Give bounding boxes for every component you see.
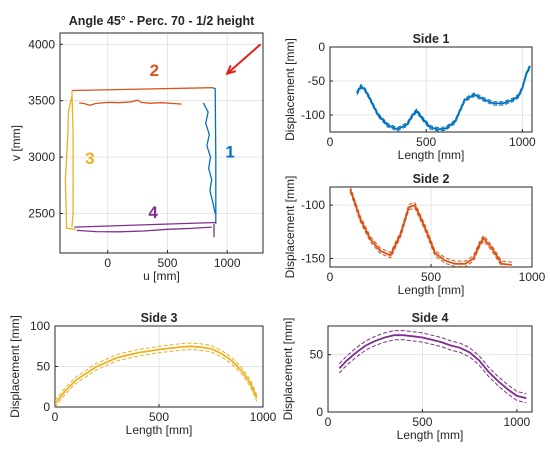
x-tick-label: 500 — [412, 415, 432, 429]
chart-side2: 0 500 1000 -150 -100 Side 2 Length [mm] Displac… — [283, 172, 546, 297]
series-line-orange — [79, 99, 182, 106]
x-tick-label: 1000 — [214, 256, 241, 270]
displacement-line — [349, 188, 512, 266]
upper-bound-line — [356, 64, 531, 129]
chart-title: Side 3 — [141, 311, 178, 325]
x-tick-label: 500 — [421, 270, 441, 284]
plot-area — [327, 325, 533, 413]
chart-side4: 0 500 1000 0 50 Side 4 Length [mm] Displacement… — [281, 311, 533, 442]
side-number-label: 2 — [150, 61, 159, 80]
y-tick-label: 3000 — [28, 150, 55, 164]
chart-side3: 0 500 1000 0 50 100 Side 3 Length [mm] Displacem… — [8, 311, 277, 437]
chart-title: Side 1 — [413, 32, 450, 46]
x-tick-label: 1000 — [509, 135, 536, 149]
series-line-yellow — [64, 96, 76, 230]
y-axis-label: Displacement [mm] — [283, 176, 297, 279]
x-tick-label: 500 — [149, 410, 169, 424]
upper-bound-line — [349, 187, 512, 263]
x-axis-label: Length [mm] — [126, 423, 193, 437]
direction-arrow-shaft — [226, 43, 262, 75]
displacement-line — [356, 65, 531, 131]
direction-arrow-head — [225, 64, 237, 76]
plot-layer — [338, 330, 527, 404]
y-tick-label: 0 — [316, 405, 323, 419]
series-line-blue — [212, 87, 217, 224]
y-axis-label: Displacement [mm] — [8, 315, 22, 418]
series-line-orange — [71, 87, 213, 92]
chart-side1: 0 500 1000 -100 -50 0 Side 1 Length [mm] Displac… — [283, 32, 536, 162]
chart-title: Side 4 — [412, 311, 449, 325]
plot-layer — [55, 342, 258, 407]
lower-bound-line — [55, 348, 258, 407]
series-line-blue — [202, 102, 216, 214]
y-tick-label: -100 — [301, 108, 325, 122]
displacement-line — [55, 345, 258, 405]
y-tick-label: 2500 — [28, 207, 55, 221]
side-number-label: 3 — [85, 149, 94, 168]
y-axis-label: Displacement [mm] — [281, 318, 295, 421]
y-tick-label: 50 — [37, 360, 51, 374]
x-tick-label: 1000 — [519, 270, 546, 284]
x-tick-label: 0 — [52, 410, 59, 424]
lower-bound-line — [356, 67, 531, 132]
x-tick-label: 1000 — [250, 410, 277, 424]
lower-bound-line — [338, 339, 527, 404]
side-number-label: 1 — [225, 142, 234, 161]
axes-box — [329, 46, 533, 133]
series-line-yellow — [71, 90, 74, 228]
x-tick-label: 1000 — [504, 415, 531, 429]
x-tick-label: 500 — [157, 256, 177, 270]
plot-layer — [64, 87, 217, 238]
plot-layer — [349, 187, 512, 267]
x-tick-label: 0 — [325, 415, 332, 429]
y-tick-label: -150 — [301, 251, 325, 265]
chart-uv: 0 500 1000 2500 3000 3500 4000 Angle 45° - Perc… — [9, 14, 264, 283]
y-tick-label: 100 — [30, 319, 50, 333]
y-tick-label: 0 — [318, 40, 325, 54]
upper-bound-line — [55, 342, 258, 401]
x-tick-label: 500 — [416, 135, 436, 149]
x-axis-label: u [mm] — [143, 269, 180, 283]
x-axis-label: Length [mm] — [397, 428, 464, 442]
series-line-purple — [74, 221, 216, 228]
axes-box — [329, 186, 533, 268]
y-axis-label: Displacement [mm] — [283, 38, 297, 141]
axes-box — [327, 325, 533, 413]
x-axis-label: Length [mm] — [398, 148, 465, 162]
series-line-purple — [76, 226, 212, 233]
y-tick-label: 50 — [310, 348, 324, 362]
y-tick-label: 3500 — [28, 94, 55, 108]
y-tick-label: 0 — [43, 400, 50, 414]
displacement-line — [338, 334, 527, 400]
side-number-label: 4 — [148, 203, 158, 222]
y-tick-label: 4000 — [28, 37, 55, 51]
chart-title: Angle 45° - Perc. 70 - 1/2 height — [69, 14, 255, 28]
lower-bound-line — [349, 191, 512, 267]
x-axis-label: Length [mm] — [398, 283, 465, 297]
plot-layer — [356, 64, 531, 132]
upper-bound-line — [338, 330, 527, 395]
axes-box — [54, 325, 264, 408]
x-tick-label: 0 — [327, 270, 334, 284]
axes-box — [59, 32, 264, 254]
x-tick-label: 0 — [104, 256, 111, 270]
y-tick-label: -50 — [308, 74, 326, 88]
chart-title: Side 2 — [413, 172, 450, 186]
y-tick-label: -100 — [301, 198, 325, 212]
y-axis-label: v [mm] — [9, 125, 23, 161]
x-tick-label: 0 — [327, 135, 334, 149]
